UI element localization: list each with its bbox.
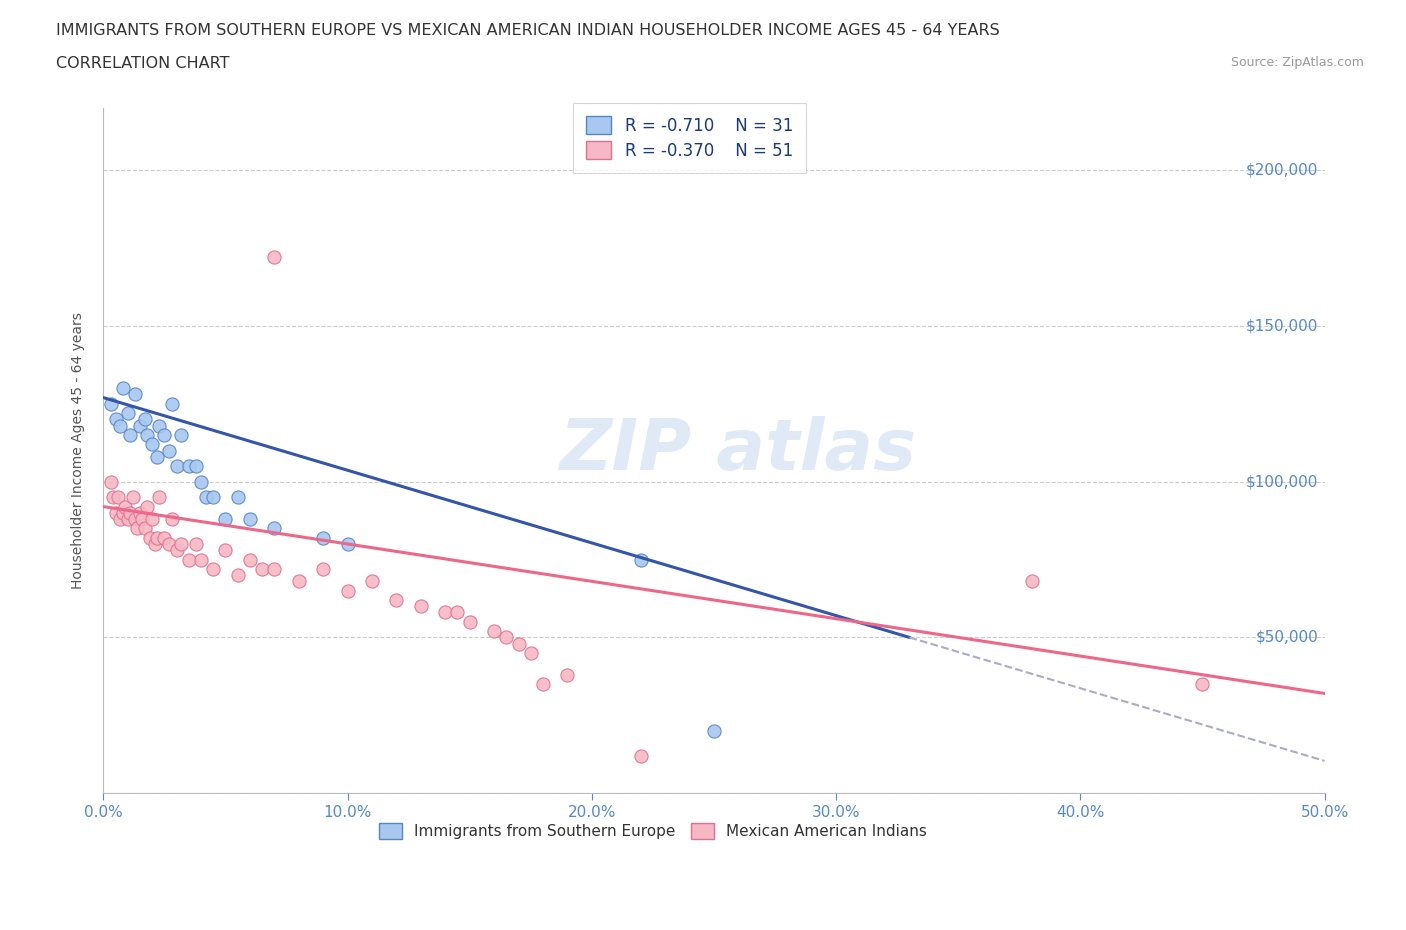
- Point: [146, 530, 169, 545]
- Point: [157, 537, 180, 551]
- Point: [107, 490, 129, 505]
- Point: [170, 537, 193, 551]
- Point: [519, 645, 541, 660]
- Point: [287, 574, 309, 589]
- Point: [1191, 677, 1213, 692]
- Point: [263, 250, 285, 265]
- Point: [146, 449, 169, 464]
- Point: [129, 505, 152, 520]
- Point: [531, 677, 554, 692]
- Point: [508, 636, 530, 651]
- Point: [134, 521, 156, 536]
- Point: [239, 552, 262, 567]
- Point: [111, 505, 134, 520]
- Point: [202, 562, 225, 577]
- Point: [190, 552, 212, 567]
- Point: [127, 521, 149, 536]
- Text: ZIP atlas: ZIP atlas: [560, 416, 917, 485]
- Point: [194, 490, 217, 505]
- Point: [160, 512, 183, 526]
- Point: [138, 530, 160, 545]
- Point: [110, 512, 132, 526]
- Point: [263, 521, 285, 536]
- Legend: Immigrants from Southern Europe, Mexican American Indians: Immigrants from Southern Europe, Mexican…: [371, 816, 935, 847]
- Point: [170, 428, 193, 443]
- Point: [361, 574, 384, 589]
- Point: [111, 380, 134, 395]
- Point: [458, 615, 481, 630]
- Point: [703, 724, 725, 738]
- Point: [166, 458, 188, 473]
- Point: [157, 443, 180, 458]
- Point: [104, 505, 127, 520]
- Point: [239, 512, 262, 526]
- Point: [214, 512, 236, 526]
- Point: [121, 490, 143, 505]
- Point: [250, 562, 273, 577]
- Point: [177, 458, 200, 473]
- Point: [136, 428, 159, 443]
- Point: [184, 458, 207, 473]
- Point: [312, 530, 335, 545]
- Point: [312, 562, 335, 577]
- Point: [153, 428, 176, 443]
- Point: [131, 512, 153, 526]
- Point: [141, 437, 163, 452]
- Point: [120, 428, 142, 443]
- Point: [134, 412, 156, 427]
- Point: [495, 630, 517, 644]
- Point: [110, 418, 132, 433]
- Point: [101, 490, 124, 505]
- Point: [409, 599, 432, 614]
- Point: [100, 474, 122, 489]
- Point: [177, 552, 200, 567]
- Text: $150,000: $150,000: [1246, 318, 1319, 334]
- Point: [630, 749, 652, 764]
- Point: [482, 624, 505, 639]
- Text: $100,000: $100,000: [1246, 474, 1319, 489]
- Text: IMMIGRANTS FROM SOUTHERN EUROPE VS MEXICAN AMERICAN INDIAN HOUSEHOLDER INCOME AG: IMMIGRANTS FROM SOUTHERN EUROPE VS MEXIC…: [56, 23, 1000, 38]
- Text: $50,000: $50,000: [1256, 630, 1319, 644]
- Point: [124, 387, 146, 402]
- Point: [190, 474, 212, 489]
- Point: [114, 499, 136, 514]
- Point: [214, 543, 236, 558]
- Point: [136, 499, 159, 514]
- Point: [100, 396, 122, 411]
- Point: [385, 592, 408, 607]
- Point: [141, 512, 163, 526]
- Point: [336, 583, 359, 598]
- Point: [129, 418, 152, 433]
- Point: [434, 605, 457, 620]
- Point: [557, 668, 579, 683]
- Point: [143, 537, 166, 551]
- Point: [202, 490, 225, 505]
- Point: [117, 512, 139, 526]
- Point: [124, 512, 146, 526]
- Text: CORRELATION CHART: CORRELATION CHART: [56, 56, 229, 71]
- Point: [1021, 574, 1043, 589]
- Y-axis label: Householder Income Ages 45 - 64 years: Householder Income Ages 45 - 64 years: [72, 312, 86, 589]
- Point: [263, 562, 285, 577]
- Text: Source: ZipAtlas.com: Source: ZipAtlas.com: [1230, 56, 1364, 69]
- Text: $200,000: $200,000: [1246, 163, 1319, 178]
- Point: [226, 567, 249, 582]
- Point: [184, 537, 207, 551]
- Point: [630, 552, 652, 567]
- Point: [148, 490, 170, 505]
- Point: [120, 505, 142, 520]
- Point: [117, 405, 139, 420]
- Point: [446, 605, 468, 620]
- Point: [166, 543, 188, 558]
- Point: [148, 418, 170, 433]
- Point: [153, 530, 176, 545]
- Point: [160, 396, 183, 411]
- Point: [336, 537, 359, 551]
- Point: [226, 490, 249, 505]
- Point: [104, 412, 127, 427]
